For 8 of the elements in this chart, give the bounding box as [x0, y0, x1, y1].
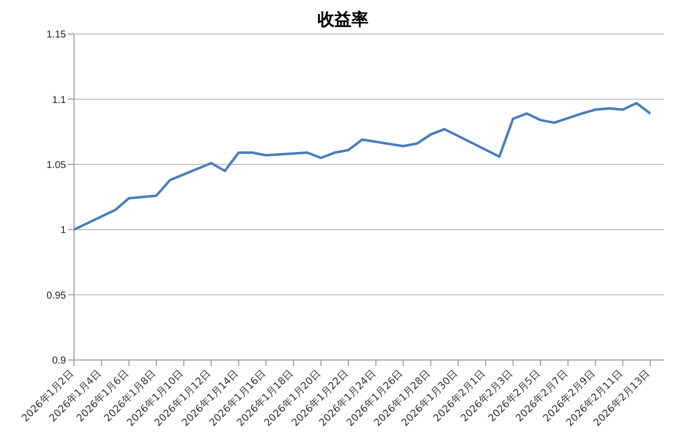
- y-tick-label: 1.15: [46, 30, 66, 41]
- y-tick-label: 1.1: [52, 94, 66, 106]
- y-tick-label: 1: [60, 225, 66, 236]
- chart-title: 收益率: [316, 9, 370, 30]
- y-tick-label: 1.05: [46, 160, 66, 171]
- y-tick-label: 0.9: [52, 356, 66, 367]
- y-tick-label: 0.95: [46, 290, 66, 302]
- line-series: [74, 102, 652, 231]
